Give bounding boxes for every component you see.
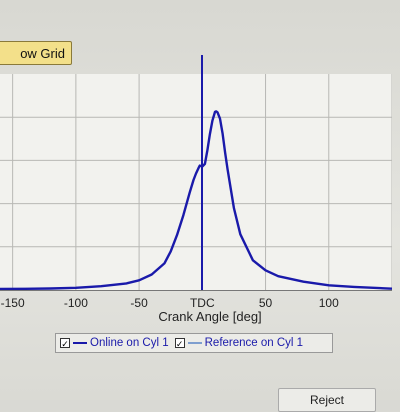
reference-checkbox[interactable]: ✓	[174, 338, 185, 349]
show-grid-button[interactable]: ow Grid	[0, 41, 72, 65]
show-grid-label: ow Grid	[20, 45, 65, 61]
legend: ✓ Online on Cyl 1 ✓ Reference on Cyl 1	[55, 333, 333, 353]
online-swatch	[73, 342, 87, 344]
reject-label: Reject	[309, 393, 344, 407]
x-tick-label: 50	[258, 296, 273, 310]
x-tick-label: -50	[130, 296, 148, 310]
reference-swatch	[187, 342, 202, 344]
legend-item-online[interactable]: ✓ Online on Cyl 1	[56, 337, 169, 349]
x-tick-label: -150	[0, 296, 25, 310]
plot-area	[0, 74, 392, 291]
tdc-marker-line	[201, 55, 204, 290]
x-tick-label: 100	[318, 296, 339, 310]
x-tick-label: TDC	[189, 296, 215, 310]
legend-label-reference: Reference on Cyl 1	[204, 337, 304, 349]
crank-angle-chart	[0, 74, 392, 290]
legend-label-online: Online on Cyl 1	[90, 337, 169, 349]
x-axis-label: Crank Angle [deg]	[158, 309, 262, 324]
x-tick-label: -100	[63, 296, 88, 310]
reject-button[interactable]: Reject	[278, 388, 376, 412]
online-checkbox[interactable]: ✓	[60, 338, 70, 349]
legend-item-reference[interactable]: ✓ Reference on Cyl 1	[171, 337, 303, 349]
series-line-0	[0, 110, 392, 290]
